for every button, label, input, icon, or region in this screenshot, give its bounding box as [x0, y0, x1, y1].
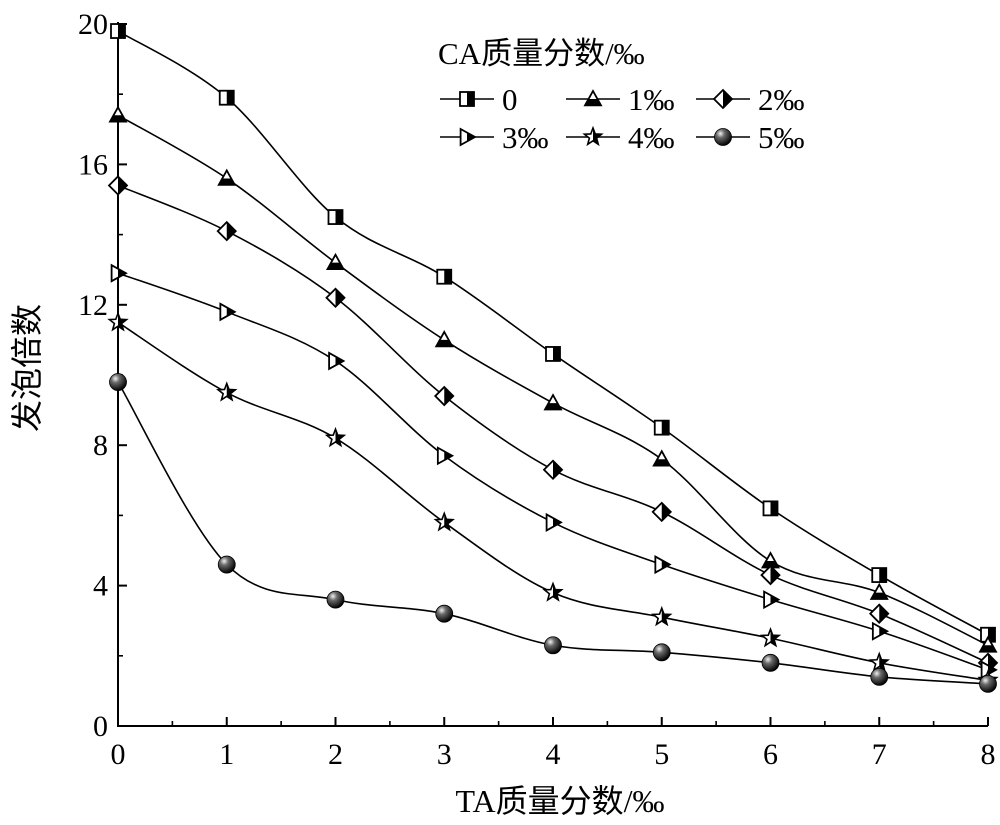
data-point [868, 603, 890, 624]
data-point [760, 564, 781, 586]
data-point [759, 626, 782, 648]
data-point [762, 500, 779, 517]
x-tick-label: 3 [437, 738, 452, 771]
legend: CA质量分数/‰ 0 1‰ 2‰ 3‰ 4‰ 5‰ [438, 36, 805, 155]
legend-item: 1‰ [566, 82, 675, 117]
y-tick-label: 8 [93, 429, 108, 462]
data-point [544, 636, 562, 655]
data-point [109, 373, 127, 391]
data-point [870, 667, 889, 686]
data-point [216, 381, 238, 402]
data-point [325, 252, 346, 270]
x-tick-label: 2 [328, 738, 343, 771]
data-point [108, 105, 128, 123]
series-line-1 [117, 114, 989, 646]
data-point [107, 311, 129, 332]
legend-marker [583, 89, 603, 107]
legend-marker [459, 127, 477, 147]
data-point [326, 590, 345, 609]
legend-item: 2‰ [696, 82, 805, 117]
data-point [328, 351, 346, 371]
legend-label: 5‰ [758, 120, 805, 155]
data-point [651, 501, 673, 523]
data-point [110, 263, 128, 283]
x-tick-label: 8 [981, 738, 996, 771]
y-tick-label: 0 [93, 710, 108, 743]
y-tick-label: 20 [78, 8, 108, 41]
data-point [436, 268, 453, 285]
legend-label: 0 [502, 82, 518, 117]
legend-label: 3‰ [502, 120, 549, 155]
data-point [542, 459, 564, 481]
data-point [869, 582, 889, 600]
data-point [545, 512, 563, 532]
data-point [543, 393, 563, 411]
x-tick-label: 7 [872, 738, 887, 771]
x-tick-label: 5 [654, 738, 669, 771]
data-point [217, 555, 236, 574]
x-tick-label: 4 [546, 738, 561, 771]
legend-label: 4‰ [628, 120, 675, 155]
data-point [542, 581, 564, 602]
legend-marker [459, 91, 475, 107]
data-point [433, 511, 455, 532]
data-point [435, 604, 454, 623]
data-point [216, 220, 238, 242]
legend-marker [582, 125, 604, 147]
data-point [436, 446, 455, 466]
data-point [871, 567, 888, 583]
y-tick-label: 16 [78, 148, 108, 181]
data-point [324, 426, 347, 448]
data-point [217, 168, 237, 186]
legend-item: 3‰ [440, 120, 549, 155]
data-point [433, 385, 455, 407]
data-point [868, 651, 890, 672]
x-tick-label: 6 [763, 738, 778, 771]
series-line-0 [117, 30, 989, 636]
y-tick-label: 12 [78, 289, 108, 322]
data-point [761, 653, 780, 672]
legend-label: 1‰ [628, 82, 675, 117]
y-tick-label: 4 [93, 570, 108, 603]
legend-title: CA质量分数/‰ [438, 36, 645, 71]
data-point [545, 346, 561, 362]
legend-item: 0 [440, 82, 518, 117]
x-tick-label: 0 [111, 738, 126, 771]
legend-item: 5‰ [696, 120, 805, 155]
legend-item: 4‰ [566, 120, 675, 155]
data-point [763, 590, 781, 610]
x-axis-label: TA质量分数/‰ [456, 783, 665, 819]
data-point [218, 89, 235, 106]
legend-label: 2‰ [758, 82, 805, 117]
data-point [219, 302, 237, 322]
data-point [979, 674, 997, 693]
y-axis-label: 发泡倍数 [9, 304, 45, 432]
x-tick-label: 1 [219, 738, 234, 771]
legend-marker [712, 88, 734, 110]
data-point [325, 287, 346, 309]
series-line-4 [117, 321, 989, 682]
data-point [652, 643, 671, 662]
legend-marker [714, 128, 732, 146]
data-point [110, 23, 126, 39]
data-point [327, 209, 344, 225]
data-point [651, 605, 673, 627]
data-point [434, 330, 454, 348]
data-point [654, 555, 672, 575]
data-point [871, 621, 890, 641]
data-point [652, 449, 672, 467]
data-point [653, 419, 670, 436]
data-point [107, 175, 129, 196]
data-point [978, 635, 998, 653]
series-markers [107, 23, 999, 693]
